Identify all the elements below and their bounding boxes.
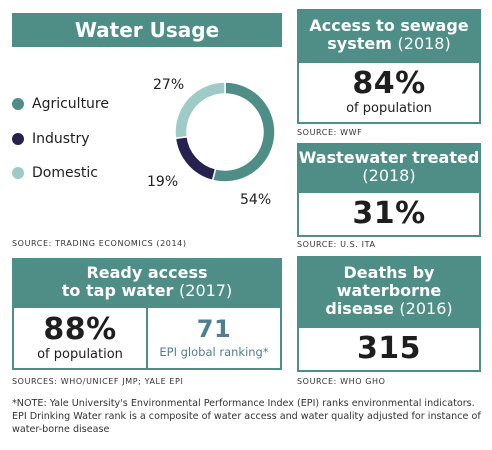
donut-slice-agriculture [211,81,276,183]
tap-rank-sub: EPI global ranking* [159,345,269,359]
tap-rank-box: 71 EPI global ranking* [146,306,282,370]
water-usage-title: Water Usage [74,17,220,42]
water-usage-header: Water Usage [12,13,282,47]
footnote: *NOTE: Yale University's Environmental P… [12,398,481,435]
tap-year: (2017) [179,281,233,300]
donut-slice-domestic [174,81,226,140]
wastewater-year: (2018) [362,166,416,185]
tap-header: Ready access to tap water (2017) [12,258,282,306]
tap-rank-value: 71 [196,315,232,343]
sewage-sub: of population [346,101,432,116]
sewage-value-box: 84% of population [297,61,481,124]
tap-title-line1: Ready access [86,263,208,283]
deaths-title-line2: waterborne [336,281,442,301]
pct-label-industry: 19% [147,174,179,190]
pct-label-agriculture: 54% [240,192,272,208]
legend-label-agriculture: Agriculture [32,96,109,112]
legend-item-industry: Industry [12,131,90,147]
water-usage-donut-chart [174,81,276,183]
sewage-source: SOURCE: WWF [297,128,363,137]
tap-title-line2-wrap: to tap water (2017) [62,282,232,300]
tap-value: 88% [43,311,117,347]
deaths-value: 315 [356,331,422,366]
deaths-value-box: 315 [297,326,481,372]
donut-slice-industry [174,135,217,182]
wastewater-value: 31% [352,196,426,231]
deaths-title-line3-wrap: disease (2016) [325,298,453,318]
deaths-year: (2016) [399,298,453,318]
deaths-source: SOURCE: WHO GHO [297,377,386,386]
wastewater-source: SOURCE: U.S. ITA [297,240,376,249]
sewage-title: Access to sewage system (2018) [297,17,481,53]
sewage-header: Access to sewage system (2018) [297,9,481,61]
sewage-value: 84% [352,66,426,101]
legend-swatch-industry [12,133,24,145]
tap-value-box: 88% of population [12,306,148,370]
water-usage-source: SOURCE: TRADING ECONOMICS (2014) [12,239,187,248]
deaths-header: Deaths by waterborne disease (2016) [297,256,481,326]
wastewater-title: Wastewater treated (2018) [297,149,481,185]
tap-sub: of population [37,346,123,362]
deaths-title-line3: disease [325,298,394,318]
wastewater-title-text: Wastewater treated [298,148,480,168]
legend-item-domestic: Domestic [12,165,98,181]
legend-item-agriculture: Agriculture [12,96,109,112]
wastewater-value-box: 31% [297,191,481,237]
legend-label-industry: Industry [32,131,90,147]
tap-title-line2: to tap water [61,281,174,300]
legend-swatch-domestic [12,167,24,179]
sewage-year: (2018) [397,34,451,53]
legend-swatch-agriculture [12,98,24,110]
tap-source: SOURCES: WHO/UNICEF JMP; YALE EPI [12,377,184,386]
deaths-title-line1: Deaths by [343,263,435,283]
pct-label-domestic: 27% [153,77,185,93]
sewage-title-text: Access to sewage system [309,16,469,53]
legend-label-domestic: Domestic [32,165,98,181]
wastewater-header: Wastewater treated (2018) [297,143,481,191]
